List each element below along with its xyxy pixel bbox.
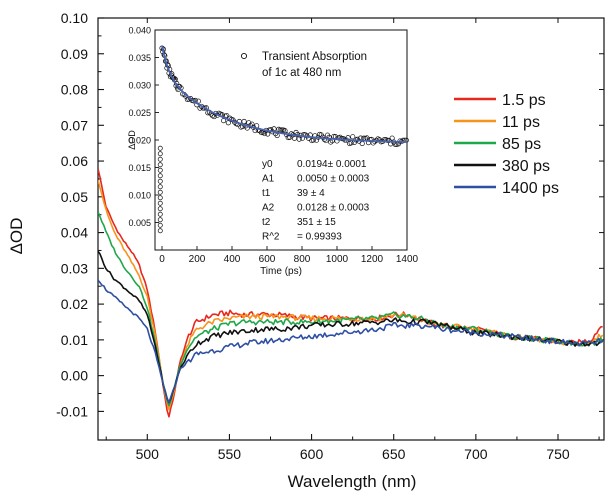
y-axis-title: ΔOD: [7, 218, 26, 255]
x-axis-title: Wavelength (nm): [288, 472, 417, 491]
fit-param-name: y0: [262, 159, 273, 170]
inset-data-point: [157, 156, 163, 162]
fit-param-value: 39 ± 4: [297, 188, 325, 199]
inset-data-point: [157, 200, 163, 206]
inset-data-points: [157, 45, 409, 234]
inset-legend-label-line2: of 1c at 480 nm: [262, 67, 341, 79]
fit-param-value: = 0.99393: [297, 232, 342, 243]
inset-legend-label: Transient Absorption: [262, 51, 367, 63]
inset-data-point: [321, 136, 327, 142]
inset-y-tick-label: 0.005: [128, 218, 151, 228]
main-series-group: [98, 168, 604, 418]
y-tick-label: 0.05: [61, 189, 88, 205]
inset-fit-parameters: y0 0.0194± 0.0001 A1 0.0050 ± 0.0003 t1 39 ± …: [262, 159, 370, 243]
inset-x-axis-title: Time (ps): [260, 266, 302, 277]
y-tick-label: 0.09: [61, 46, 88, 62]
inset-y-tick-label: 0.015: [128, 163, 151, 173]
legend-label: 11 ps: [502, 114, 540, 131]
y-tick-label: 0.10: [61, 10, 88, 26]
series-line: [98, 279, 604, 404]
inset-data-point: [157, 145, 163, 151]
inset-data-point: [225, 120, 231, 126]
inset-data-point: [291, 135, 298, 141]
y-tick-label: 0.03: [61, 260, 88, 276]
inset-x-tick-label: 400: [224, 254, 241, 265]
legend-label: 85 ps: [502, 136, 541, 153]
legend-label: 380 ps: [502, 158, 550, 175]
inset-plot: 0 200 400 600 800 1000 1200 1400 0.005 0.010 0.015…: [127, 26, 419, 278]
series-line: [98, 250, 603, 404]
inset-x-tick-label: 600: [259, 254, 276, 265]
inset-data-point: [157, 189, 163, 195]
inset-y-tick-label: 0.030: [128, 81, 151, 91]
inset-y-tick-label: 0.025: [128, 108, 151, 118]
inset-data-point: [241, 118, 247, 125]
y-tick-label: 0.04: [61, 225, 88, 241]
inset-x-tick-label: 200: [189, 254, 206, 265]
legend-label: 1400 ps: [502, 180, 559, 197]
inset-data-point: [157, 228, 163, 234]
inset-x-tick-label: 1400: [396, 254, 419, 265]
fit-param-value: 0.0194± 0.0001: [297, 159, 367, 170]
y-tick-label: 0.02: [61, 296, 88, 312]
y-tick-label: -0.01: [56, 403, 88, 419]
inset-data-point: [157, 206, 163, 212]
inset-x-tick-label: 1000: [326, 254, 349, 265]
y-tick-label: 0.00: [61, 368, 88, 384]
inset-x-tick-label: 0: [159, 254, 165, 265]
inset-data-point: [157, 222, 163, 228]
legend-label: 1.5 ps: [502, 92, 546, 109]
fit-param-name: t2: [262, 217, 271, 228]
y-tick-label: 0.01: [61, 332, 88, 348]
inset-data-point: [157, 178, 163, 184]
inset-y-tick-label: 0.040: [128, 26, 151, 36]
inset-data-point: [157, 173, 163, 179]
fit-param-value: 351 ± 15: [297, 217, 336, 228]
inset-data-point: [328, 139, 334, 145]
main-plot-frame: [97, 17, 605, 441]
fit-param-name: t1: [262, 188, 271, 199]
x-tick-label: 500: [136, 446, 160, 462]
inset-y-tick-label: 0.035: [128, 53, 151, 63]
x-tick-label: 650: [382, 446, 406, 462]
inset-fit-curve: [161, 45, 408, 143]
fit-param-value: 0.0050 ± 0.0003: [297, 174, 370, 185]
inset-x-tick-label: 1200: [361, 254, 384, 265]
inset-data-point: [350, 134, 356, 140]
inset-data-point: [157, 211, 163, 217]
inset-data-point: [211, 114, 217, 120]
inset-data-point: [157, 195, 163, 201]
inset-data-point: [157, 162, 163, 168]
y-tick-label: 0.06: [61, 153, 88, 169]
fit-param-value: 0.0128 ± 0.0003: [297, 203, 370, 214]
inset-y-tick-label: 0.010: [128, 191, 151, 201]
inset-data-point: [221, 118, 227, 124]
inset-data-point: [157, 217, 163, 223]
inset-y-tick-label: 0.020: [128, 136, 151, 146]
x-tick-label: 600: [300, 446, 324, 462]
inset-legend-marker: [240, 52, 248, 60]
inset-data-point: [279, 127, 285, 133]
x-tick-label: 700: [464, 446, 488, 462]
y-tick-label: 0.08: [61, 82, 88, 98]
fit-param-name: A1: [262, 174, 275, 185]
x-tick-label: 750: [546, 446, 570, 462]
inset-data-point: [246, 120, 252, 126]
fit-param-name: A2: [262, 203, 275, 214]
inset-data-point: [157, 151, 163, 157]
inset-y-axis-title: ΔOD: [127, 130, 137, 150]
main-axis-ticks: 500 550 600 650 700 750-0.010.000.010.020.030…: [56, 10, 604, 462]
inset-x-tick-label: 800: [294, 254, 311, 265]
legend: 1.5 ps 11 ps 85 ps 380 ps 1400 ps: [454, 92, 559, 197]
inset-data-point: [384, 137, 390, 143]
inset-data-point: [157, 167, 163, 173]
fit-param-name: R^2: [262, 232, 280, 243]
x-tick-label: 550: [218, 446, 242, 462]
inset-axis-ticks: 0 200 400 600 800 1000 1200 1400 0.005 0.010 0.015…: [128, 26, 418, 266]
inset-data-point: [157, 184, 163, 190]
y-tick-label: 0.07: [61, 117, 88, 133]
inset-data-point: [261, 131, 268, 137]
